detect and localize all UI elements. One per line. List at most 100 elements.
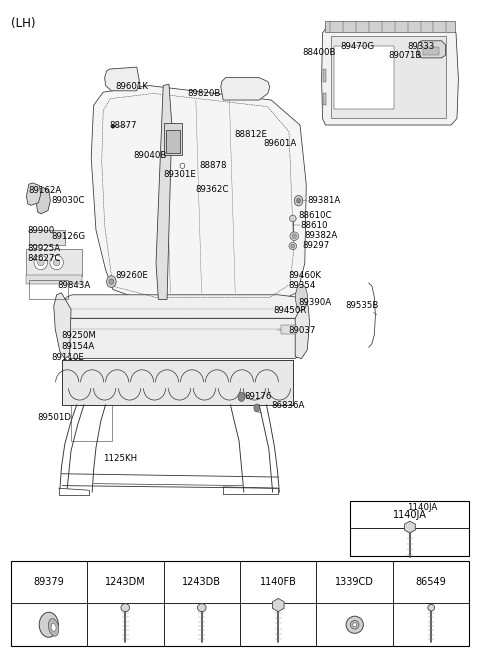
Ellipse shape: [121, 604, 130, 612]
Bar: [325, 21, 455, 32]
Ellipse shape: [289, 242, 297, 250]
Bar: [334, 46, 394, 109]
Text: 89110E: 89110E: [52, 353, 84, 363]
Ellipse shape: [346, 616, 363, 633]
Polygon shape: [54, 293, 71, 359]
Text: 89354: 89354: [288, 281, 315, 290]
Text: 89154A: 89154A: [61, 342, 95, 351]
Ellipse shape: [238, 392, 245, 401]
Text: 86549: 86549: [416, 577, 446, 587]
Polygon shape: [91, 86, 306, 304]
Ellipse shape: [111, 124, 114, 128]
Text: 89030C: 89030C: [52, 196, 85, 205]
Text: (LH): (LH): [11, 17, 35, 30]
Polygon shape: [26, 183, 41, 205]
Ellipse shape: [291, 244, 295, 248]
Polygon shape: [105, 67, 139, 91]
Text: 89297: 89297: [302, 241, 330, 250]
Text: 89900: 89900: [27, 226, 54, 235]
Polygon shape: [59, 303, 307, 359]
Text: 89071B: 89071B: [389, 51, 422, 60]
Text: 89162A: 89162A: [29, 186, 62, 195]
Ellipse shape: [294, 195, 303, 206]
Ellipse shape: [290, 232, 299, 240]
Bar: [323, 69, 326, 82]
Text: 89925A: 89925A: [27, 244, 60, 253]
Bar: [281, 325, 296, 334]
Text: 88877: 88877: [109, 120, 137, 130]
Text: 89260E: 89260E: [115, 271, 148, 280]
Text: 89382A: 89382A: [305, 231, 338, 240]
Text: 89450R: 89450R: [274, 306, 307, 315]
Text: 88878: 88878: [199, 161, 227, 170]
Ellipse shape: [53, 259, 60, 266]
Ellipse shape: [34, 255, 48, 270]
Text: 1339CD: 1339CD: [336, 577, 374, 587]
Text: 89040B: 89040B: [133, 151, 167, 161]
Polygon shape: [418, 41, 445, 58]
Bar: [26, 275, 82, 284]
Text: 89301E: 89301E: [163, 170, 196, 179]
Text: 89362C: 89362C: [196, 185, 229, 194]
Bar: [423, 47, 439, 55]
Text: 89379: 89379: [34, 577, 64, 587]
Ellipse shape: [297, 199, 300, 203]
Text: 1243DB: 1243DB: [182, 577, 221, 587]
Polygon shape: [405, 521, 415, 533]
Ellipse shape: [428, 604, 434, 611]
Text: 86836A: 86836A: [271, 401, 305, 410]
Ellipse shape: [180, 163, 185, 168]
Ellipse shape: [107, 276, 116, 288]
Text: 89501D: 89501D: [37, 413, 72, 422]
Text: 89250M: 89250M: [61, 331, 96, 340]
Text: 89470G: 89470G: [341, 41, 375, 51]
Text: 89460K: 89460K: [288, 271, 321, 280]
Text: 89037: 89037: [288, 326, 315, 335]
Text: 88812E: 88812E: [234, 130, 267, 139]
Ellipse shape: [51, 624, 56, 631]
Ellipse shape: [109, 279, 114, 284]
Ellipse shape: [289, 215, 296, 222]
Text: 1140FB: 1140FB: [260, 577, 297, 587]
Text: 1140JA: 1140JA: [407, 503, 437, 513]
Ellipse shape: [353, 622, 357, 626]
Text: 89176: 89176: [245, 392, 272, 401]
Ellipse shape: [254, 404, 260, 412]
Bar: [164, 123, 182, 155]
Bar: [166, 130, 180, 153]
Polygon shape: [322, 26, 458, 125]
Text: 84627C: 84627C: [27, 254, 60, 263]
Text: 89601K: 89601K: [115, 82, 148, 91]
Text: 1243DM: 1243DM: [105, 577, 145, 587]
Bar: [29, 280, 68, 299]
Text: 88400B: 88400B: [302, 48, 336, 57]
Ellipse shape: [350, 620, 359, 629]
Polygon shape: [156, 84, 172, 299]
Text: 89333: 89333: [407, 41, 434, 51]
Text: 89535B: 89535B: [346, 301, 379, 311]
Bar: [29, 230, 65, 245]
Text: 89843A: 89843A: [58, 281, 91, 290]
Ellipse shape: [37, 259, 44, 266]
Ellipse shape: [50, 255, 63, 270]
Text: 89601A: 89601A: [263, 139, 296, 148]
Text: 1125KH: 1125KH: [103, 454, 137, 463]
Bar: [11, 561, 469, 646]
Polygon shape: [273, 599, 284, 612]
Ellipse shape: [197, 604, 206, 612]
Text: 89390A: 89390A: [299, 298, 332, 307]
Bar: [62, 360, 293, 405]
Bar: [323, 93, 326, 105]
Ellipse shape: [48, 619, 59, 636]
Text: 88610C: 88610C: [299, 211, 332, 220]
Bar: [350, 501, 469, 556]
Text: 88610: 88610: [300, 221, 327, 230]
Ellipse shape: [295, 284, 307, 311]
Polygon shape: [295, 303, 310, 359]
Text: 89820B: 89820B: [187, 89, 221, 98]
Bar: [331, 36, 446, 118]
Ellipse shape: [39, 612, 59, 637]
Text: 1140JA: 1140JA: [393, 509, 427, 520]
Polygon shape: [221, 78, 270, 100]
Polygon shape: [62, 295, 307, 318]
